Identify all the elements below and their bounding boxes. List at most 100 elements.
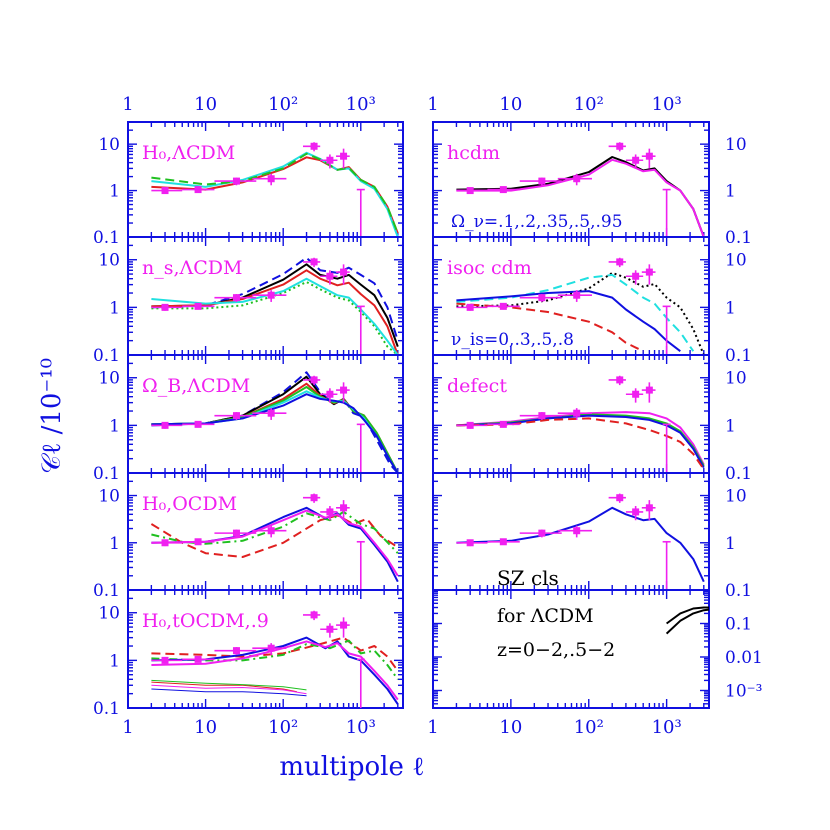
y-tick-label: 0.1 bbox=[93, 228, 120, 248]
series-line bbox=[151, 679, 307, 691]
x-bottom-tick-label: 1 bbox=[427, 717, 438, 738]
series-line bbox=[456, 302, 644, 353]
x-top-tick-label: 1 bbox=[427, 94, 438, 115]
panel-right-5 bbox=[432, 589, 710, 709]
data-point bbox=[499, 186, 507, 194]
data-point bbox=[632, 390, 640, 398]
panel-left-4: H₀,OCDM bbox=[127, 472, 404, 591]
data-point bbox=[267, 291, 275, 299]
sz-tick-label: 0.1 bbox=[725, 614, 752, 634]
x-bottom-tick-label: 10³ bbox=[346, 717, 376, 738]
y-tick-label: 0.1 bbox=[725, 346, 752, 366]
plot-area bbox=[151, 610, 399, 708]
series-line bbox=[151, 509, 399, 577]
x-bottom-tick-label: 10³ bbox=[652, 717, 682, 738]
series-line bbox=[665, 608, 709, 635]
panel-title: defect bbox=[447, 375, 507, 397]
x-top-tick-label: 10 bbox=[499, 94, 522, 115]
y-tick-label: 0.1 bbox=[93, 464, 120, 484]
panel-left-1: H₀,ΛCDM bbox=[127, 121, 404, 238]
plot-area bbox=[456, 375, 705, 473]
data-point bbox=[267, 409, 275, 417]
data-point bbox=[645, 268, 653, 276]
data-point bbox=[194, 420, 202, 428]
x-top-tick-label: 1 bbox=[122, 94, 133, 115]
data-point bbox=[573, 291, 581, 299]
panel-right-3: defect bbox=[432, 354, 710, 474]
plot-area bbox=[456, 257, 705, 355]
data-point bbox=[310, 494, 318, 502]
y-tick-label: 10 bbox=[725, 369, 747, 389]
series-line bbox=[151, 640, 399, 701]
data-point bbox=[161, 539, 169, 547]
data-point bbox=[310, 258, 318, 266]
x-bottom-tick-label: 10² bbox=[268, 717, 298, 738]
y-tick-label: 1 bbox=[109, 534, 120, 554]
plot-area bbox=[456, 493, 705, 590]
series-line bbox=[456, 273, 695, 352]
data-point bbox=[340, 621, 348, 629]
y-tick-label: 10 bbox=[98, 135, 120, 155]
y-axis-label: 𝒞ℓ /10⁻¹⁰ bbox=[37, 358, 67, 474]
y-tick-label: 1 bbox=[725, 182, 736, 202]
data-point bbox=[645, 504, 653, 512]
y-tick-label: 0.1 bbox=[725, 228, 752, 248]
data-point bbox=[573, 175, 581, 183]
series-line bbox=[151, 510, 399, 554]
panel-title: H₀,ΛCDM bbox=[142, 142, 235, 164]
panel-title: Ω_B,ΛCDM bbox=[142, 375, 250, 397]
data-point bbox=[310, 142, 318, 150]
plot-area bbox=[151, 371, 399, 473]
data-point bbox=[538, 529, 546, 537]
y-tick-label: 0.1 bbox=[93, 581, 120, 601]
series-line bbox=[151, 681, 297, 693]
data-point bbox=[232, 177, 240, 185]
x-bottom-tick-label: 10 bbox=[499, 717, 522, 738]
y-tick-label: 1 bbox=[109, 298, 120, 318]
data-point bbox=[194, 302, 202, 310]
x-bottom-tick-label: 1 bbox=[122, 717, 133, 738]
data-point bbox=[340, 504, 348, 512]
y-tick-label: 1 bbox=[109, 651, 120, 671]
y-tick-label: 10 bbox=[725, 251, 747, 271]
series-line bbox=[456, 158, 705, 237]
data-point bbox=[340, 152, 348, 160]
data-point bbox=[616, 376, 624, 384]
x-bottom-tick-label: 10 bbox=[194, 717, 217, 738]
data-point bbox=[340, 386, 348, 394]
data-point bbox=[267, 644, 275, 652]
y-tick-label: 1 bbox=[725, 534, 736, 554]
data-point bbox=[499, 302, 507, 310]
data-point bbox=[326, 156, 334, 164]
data-point bbox=[499, 538, 507, 546]
panel-right-2: isoc cdm ν_is=0,.3,.5,.8 bbox=[432, 236, 710, 356]
data-point bbox=[466, 539, 474, 547]
series-line bbox=[666, 606, 709, 625]
plot-area bbox=[151, 256, 399, 355]
sz-note-line: for ΛCDM bbox=[497, 605, 594, 627]
y-tick-label: 10 bbox=[98, 369, 120, 389]
x-bottom-tick-label: 10² bbox=[574, 717, 604, 738]
plot-area bbox=[151, 142, 399, 237]
panel-right-1: hcdm Ω_ν=.1,.2,.35,.5,.95 bbox=[432, 121, 710, 238]
series-line bbox=[151, 277, 399, 355]
data-point bbox=[310, 376, 318, 384]
data-point bbox=[466, 421, 474, 429]
data-point bbox=[310, 611, 318, 619]
y-tick-label: 0.1 bbox=[725, 464, 752, 484]
data-point bbox=[194, 655, 202, 663]
data-point bbox=[161, 187, 169, 195]
data-point bbox=[232, 647, 240, 655]
data-point bbox=[632, 508, 640, 516]
data-point bbox=[194, 186, 202, 194]
x-top-tick-label: 10² bbox=[574, 94, 604, 115]
y-tick-label: 10 bbox=[98, 251, 120, 271]
data-point bbox=[538, 412, 546, 420]
plot-area bbox=[665, 606, 709, 635]
y-tick-label: 1 bbox=[725, 416, 736, 436]
data-point bbox=[538, 177, 546, 185]
data-point bbox=[632, 156, 640, 164]
y-tick-label: 10 bbox=[98, 487, 120, 507]
data-point bbox=[616, 258, 624, 266]
